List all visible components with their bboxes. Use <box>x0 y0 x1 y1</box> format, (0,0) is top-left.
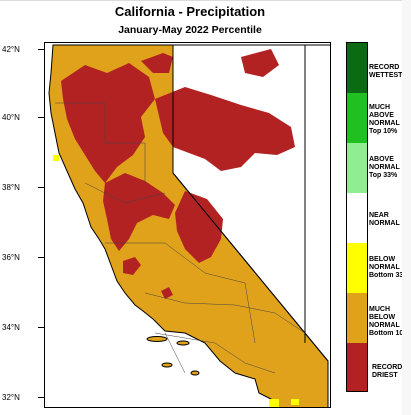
legend-swatch-record-wettest <box>347 43 367 93</box>
map-title: California - Precipitation <box>114 4 266 19</box>
lat-tick-32 <box>38 397 44 398</box>
legend-swatch-above <box>347 143 367 193</box>
legend-swatch-near <box>347 193 367 243</box>
lat-tick-38 <box>38 187 44 188</box>
top-divider <box>0 0 411 1</box>
legend-swatch-much-above <box>347 93 367 143</box>
state-borders <box>172 44 330 362</box>
legend-label-record-driest: RECORD DRIEST <box>372 364 403 379</box>
record-driest-areas <box>61 49 295 299</box>
legend-label-much-above: MUCH ABOVE NORMAL Top 10% <box>369 104 400 135</box>
legend-swatch-much-below <box>347 293 367 343</box>
page-edge-strip <box>402 0 411 415</box>
map-subtitle: January-May 2022 Percentile <box>118 24 262 36</box>
lat-tick-42 <box>38 49 44 50</box>
precipitation-map <box>44 42 331 408</box>
lat-label-36: 36°N <box>2 253 20 262</box>
legend-label-record-wettest: RECORD WETTEST <box>369 64 403 79</box>
lat-label-32: 32°N <box>2 393 20 402</box>
legend-label-above: ABOVE NORMAL Top 33% <box>369 156 400 179</box>
lat-label-38: 38°N <box>2 183 20 192</box>
legend-swatch-record-driest <box>347 343 367 391</box>
county-lines <box>55 102 306 374</box>
lat-label-40: 40°N <box>2 113 20 122</box>
legend-label-near: NEAR NORMAL <box>369 212 400 227</box>
lat-tick-36 <box>38 257 44 258</box>
below-normal-areas <box>53 155 299 407</box>
legend-colorbar <box>346 42 368 392</box>
lat-tick-34 <box>38 327 44 328</box>
legend-swatch-below <box>347 243 367 293</box>
lat-tick-40 <box>38 117 44 118</box>
lat-label-42: 42°N <box>2 45 20 54</box>
channel-islands <box>146 336 200 376</box>
lat-label-34: 34°N <box>2 323 20 332</box>
